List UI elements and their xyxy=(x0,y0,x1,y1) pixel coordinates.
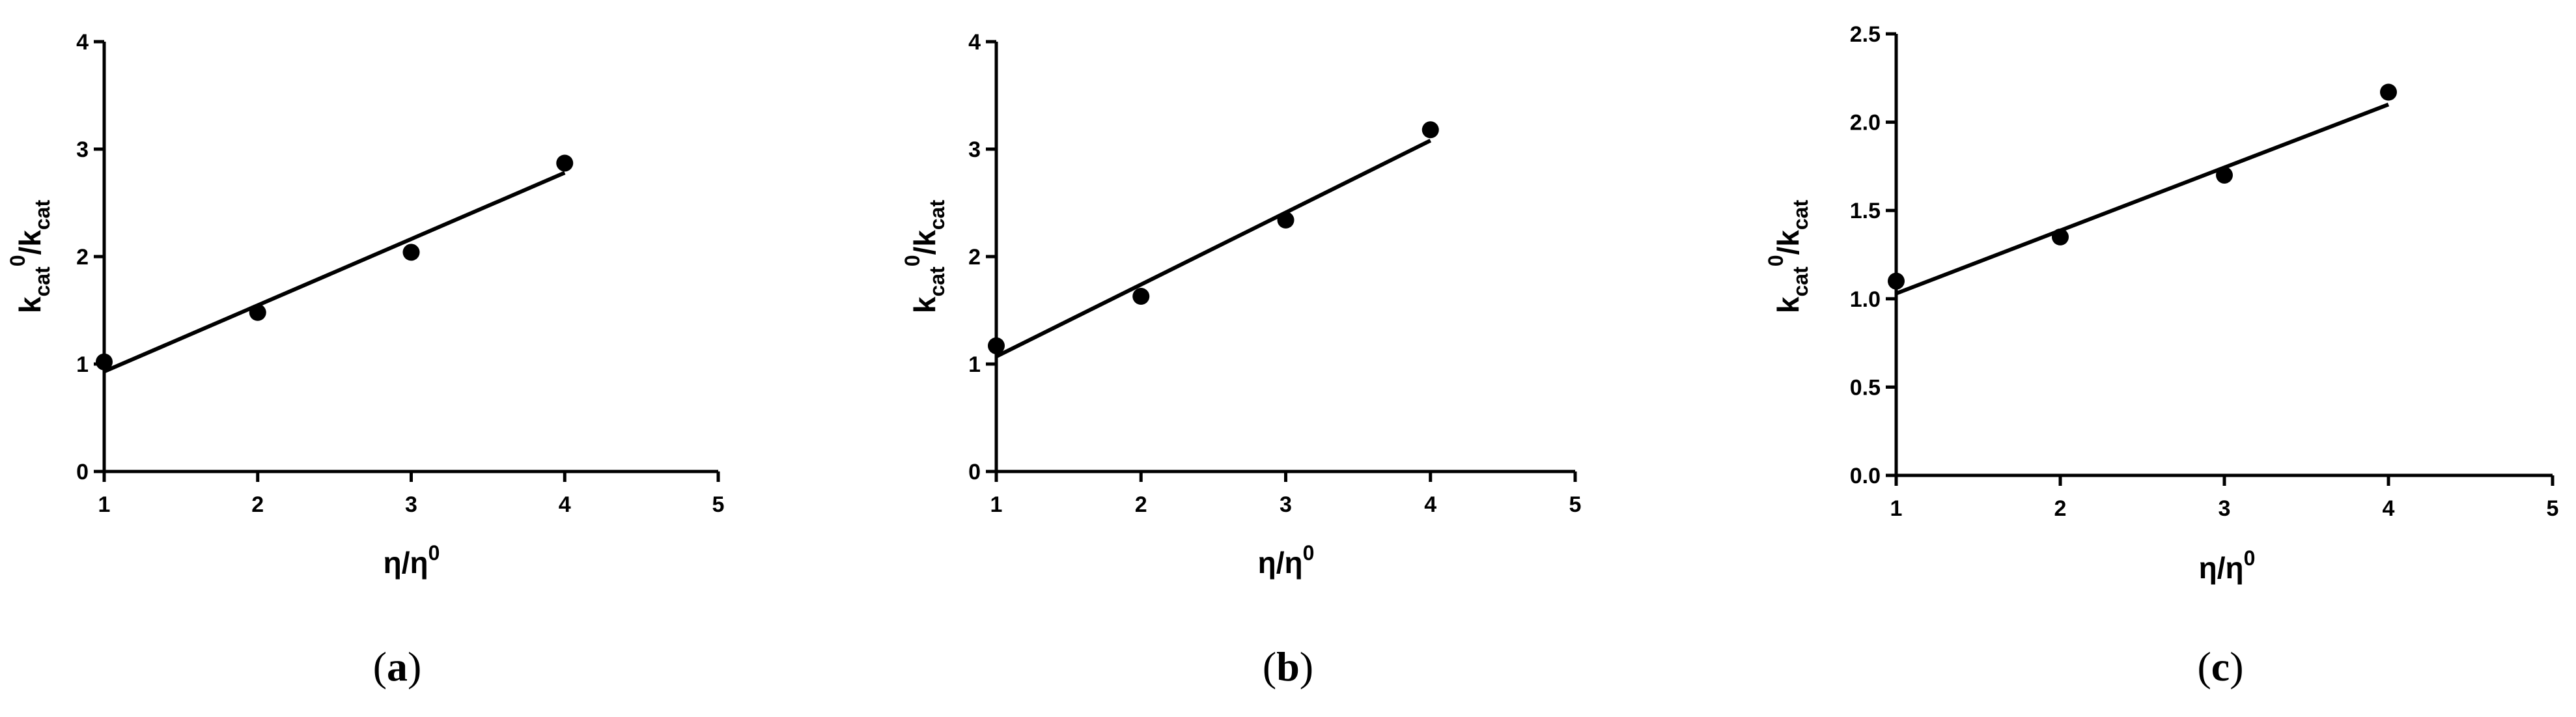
y-tick-label: 0.0 xyxy=(1850,464,1881,488)
data-point xyxy=(2380,83,2397,101)
x-tick-label: 3 xyxy=(1280,492,1292,517)
y-axis-title: kcat0/kcat xyxy=(1764,200,1812,314)
y-tick-label: 1.0 xyxy=(1850,287,1881,312)
y-tick-label: 1 xyxy=(968,352,981,377)
y-tick-label: 2 xyxy=(968,245,981,270)
x-tick-label: 2 xyxy=(2054,496,2067,521)
data-point xyxy=(1421,121,1439,139)
y-axis-title: kcat0/kcat xyxy=(901,200,949,314)
data-point xyxy=(1277,211,1295,229)
y-tick-label: 0 xyxy=(76,460,89,485)
y-tick-label: 4 xyxy=(76,30,89,55)
x-tick-label: 4 xyxy=(1424,492,1436,517)
y-tick-label: 2.5 xyxy=(1850,22,1881,47)
data-point xyxy=(1888,272,1905,290)
fit-line xyxy=(995,139,1432,359)
y-tick-label: 3 xyxy=(968,137,981,162)
data-point xyxy=(96,353,113,371)
x-tick-label: 4 xyxy=(2383,496,2395,521)
x-tick-label: 4 xyxy=(559,492,571,517)
panel-label: (a) xyxy=(373,643,422,690)
x-tick-label: 1 xyxy=(990,492,1003,517)
x-axis-title: η/η0 xyxy=(384,541,440,580)
data-point xyxy=(988,337,1005,354)
x-tick-label: 5 xyxy=(712,492,725,517)
y-tick-label: 0 xyxy=(968,460,981,485)
x-tick-label: 3 xyxy=(2219,496,2231,521)
data-point xyxy=(2052,228,2069,246)
x-tick-label: 3 xyxy=(405,492,417,517)
y-tick-label: 3 xyxy=(76,137,89,162)
x-tick-label: 2 xyxy=(251,492,264,517)
y-tick-label: 4 xyxy=(968,30,981,55)
x-tick-label: 1 xyxy=(98,492,111,517)
x-tick-label: 1 xyxy=(1890,496,1903,521)
chart-panel-c: 1 2 3 4 5 0.0 0.5 1.0 1.5 2.0 2.5 η/η0 kcat0/kcat (c) xyxy=(1764,22,2558,690)
data-point xyxy=(1132,288,1150,305)
data-point xyxy=(402,244,420,261)
x-tick-label: 5 xyxy=(1569,492,1582,517)
fit-line xyxy=(1895,102,2390,296)
x-tick-label: 5 xyxy=(2547,496,2559,521)
data-point xyxy=(2216,166,2233,184)
x-tick-label: 2 xyxy=(1135,492,1147,517)
data-point xyxy=(556,154,574,172)
y-tick-label: 2.0 xyxy=(1850,111,1881,135)
x-axis-title: η/η0 xyxy=(1258,541,1315,580)
panel-label: (c) xyxy=(2197,643,2243,690)
x-axis-title: η/η0 xyxy=(2199,546,2256,585)
y-tick-label: 1.5 xyxy=(1850,199,1881,223)
panel-label: (b) xyxy=(1263,643,1313,690)
y-tick-label: 1 xyxy=(76,352,89,377)
fit-line xyxy=(103,171,566,374)
y-axis-title: kcat0/kcat xyxy=(6,200,54,314)
y-tick-label: 2 xyxy=(76,245,89,270)
data-point xyxy=(249,303,266,321)
y-tick-label: 0.5 xyxy=(1850,375,1881,400)
